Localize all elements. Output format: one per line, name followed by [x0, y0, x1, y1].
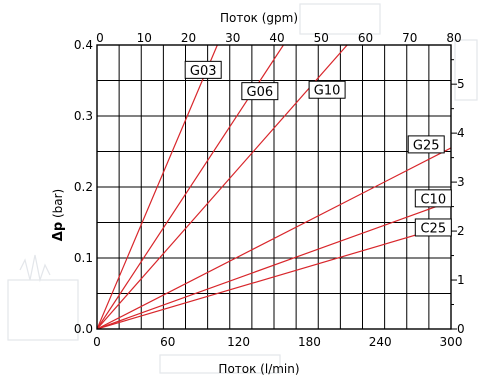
- y-axis-title: Δp (bar): [51, 189, 66, 241]
- series-label-g10: G10: [308, 80, 346, 99]
- top-tick-label-50: 50: [314, 31, 329, 45]
- watermark-box-right: [454, 39, 478, 101]
- series-label-c25: C25: [414, 218, 452, 237]
- x-tick-label-120: 120: [227, 335, 250, 349]
- top-tick-label-30: 30: [225, 31, 240, 45]
- watermark-box-bottom: [159, 354, 281, 374]
- top-tick-label-20: 20: [181, 31, 196, 45]
- x-axis-title: Поток (l/min): [218, 362, 299, 375]
- top-tick-label-60: 60: [358, 31, 373, 45]
- series-label-text: C25: [420, 221, 446, 236]
- series-lines: [97, 45, 451, 329]
- x-tick-label-180: 180: [298, 335, 321, 349]
- y-tick-label-0: 0.0: [74, 322, 93, 336]
- background-watermark: [7, 3, 478, 374]
- right-tick-label-4: 4: [457, 126, 465, 140]
- series-line-g25: [97, 147, 451, 329]
- series-label-box: [184, 60, 222, 79]
- series-label-g25: G25: [407, 135, 445, 154]
- top-axis-title: Поток (gpm): [220, 11, 298, 25]
- series-label-text: G06: [247, 85, 274, 100]
- grid: [96, 44, 452, 330]
- right-tick-label-0: 0: [457, 322, 465, 336]
- x-tick-label-60: 60: [160, 335, 175, 349]
- series-label-box: [414, 189, 452, 208]
- y-tick-label-3: 0.3: [74, 109, 93, 123]
- top-tick-label-40: 40: [269, 31, 284, 45]
- series-label-g03: G03: [184, 60, 222, 79]
- series-label-box: [241, 82, 279, 101]
- y-axis-title-text: Δp (bar): [51, 189, 66, 241]
- y-axis-unit: (bar): [51, 189, 65, 218]
- series-label-text: G03: [190, 64, 217, 79]
- series-line-c25: [97, 224, 451, 329]
- watermark-box-left: [7, 279, 79, 341]
- top-tick-label-0: 0: [96, 31, 104, 45]
- right-tick-label-2: 2: [457, 224, 465, 238]
- series-line-g10: [97, 45, 348, 329]
- y-tick-label-2: 0.2: [74, 180, 93, 194]
- x-tick-label-300: 300: [440, 335, 463, 349]
- top-tick-label-10: 10: [137, 31, 152, 45]
- right-tick-label-5: 5: [457, 77, 465, 91]
- series-label-text: C10: [420, 192, 446, 207]
- x-tick-label-0: 0: [93, 335, 101, 349]
- series-line-g03: [97, 45, 218, 329]
- series-label-text: G25: [413, 138, 440, 153]
- watermark-wave: [19, 254, 51, 283]
- series-label-text: G10: [314, 84, 341, 99]
- series-label-box: [407, 135, 445, 154]
- series-label-c10: C10: [414, 189, 452, 208]
- watermark-box-top: [299, 3, 381, 35]
- plot-frame: [96, 44, 452, 330]
- right-tick-label-1: 1: [457, 273, 465, 287]
- y-tick-label-1: 0.1: [74, 251, 93, 265]
- x-tick-label-240: 240: [369, 335, 392, 349]
- top-tick-label-70: 70: [402, 31, 417, 45]
- series-label-g06: G06: [241, 82, 279, 101]
- top-tick-label-80: 80: [446, 31, 461, 45]
- series-line-c10: [97, 200, 451, 329]
- right-tick-label-3: 3: [457, 175, 465, 189]
- y-tick-label-4: 0.4: [74, 38, 93, 52]
- series-label-box: [308, 80, 346, 99]
- series-labels: G03 G06 G10 G25 C10 C25: [184, 60, 452, 237]
- y-axis-symbol: Δp: [51, 222, 66, 241]
- series-label-box: [414, 218, 452, 237]
